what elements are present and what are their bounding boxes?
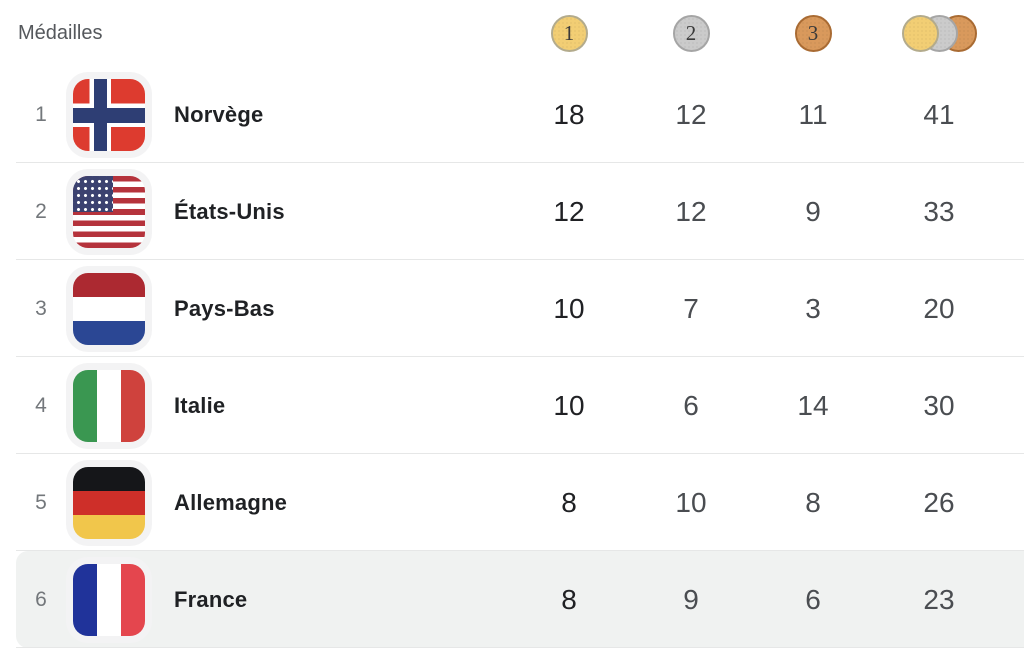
flag-container (66, 168, 152, 255)
bronze-count: 11 (798, 98, 828, 130)
country-name: États-Unis (174, 198, 285, 224)
country-name: Norvège (174, 101, 264, 127)
flag-container (66, 556, 152, 643)
bronze-count: 14 (797, 389, 829, 421)
table-row-france[interactable]: 6 France 8 9 6 23 (16, 551, 1024, 648)
bronze-count: 3 (805, 292, 821, 324)
flag-container (66, 265, 152, 352)
silver-medal-icon: 2 (672, 14, 710, 52)
bronze-count: 8 (805, 486, 821, 518)
rank-label: 3 (35, 296, 47, 320)
country-name: France (174, 586, 248, 612)
italy-flag-icon (73, 369, 145, 442)
silver-count: 12 (675, 195, 707, 227)
rank-label: 1 (35, 102, 47, 126)
gold-count: 8 (561, 486, 577, 518)
total-count: 33 (923, 195, 955, 227)
gold-count: 12 (553, 195, 585, 227)
usa-flag-icon (73, 175, 145, 248)
rank-label: 4 (35, 393, 47, 417)
rank-label: 2 (35, 199, 47, 223)
silver-count: 7 (683, 292, 699, 324)
table-header: Médailles 1 2 3 (16, 0, 1024, 66)
bronze-count: 6 (805, 583, 821, 615)
gold-count: 18 (553, 98, 585, 130)
total-count: 30 (923, 389, 955, 421)
country-name: Italie (174, 392, 226, 418)
bronze-count: 9 (805, 195, 821, 227)
bronze-column-header: 3 (752, 14, 874, 52)
gold-count: 8 (561, 583, 577, 615)
rank-label: 6 (35, 587, 47, 611)
table-row-netherlands[interactable]: 3 Pays-Bas 10 7 3 20 (16, 260, 1024, 357)
gold-count: 10 (553, 389, 585, 421)
silver-count: 12 (675, 98, 707, 130)
bronze-medal-icon: 3 (794, 14, 832, 52)
gold-count: 10 (553, 292, 585, 324)
silver-count: 9 (683, 583, 699, 615)
table-row-usa[interactable]: 2 États-Unis 12 12 9 33 (16, 163, 1024, 260)
gold-medal-icon: 1 (550, 14, 588, 52)
country-name: Pays-Bas (174, 295, 275, 321)
france-flag-icon (73, 563, 145, 636)
silver-column-header: 2 (630, 14, 752, 52)
table-title: Médailles (18, 21, 103, 44)
total-count: 26 (923, 486, 955, 518)
flag-container (66, 362, 152, 449)
table-row-germany[interactable]: 5 Allemagne 8 10 8 26 (16, 454, 1024, 551)
total-count: 20 (923, 292, 955, 324)
total-count: 23 (923, 583, 955, 615)
norway-flag-icon (73, 78, 145, 151)
rank-label: 5 (35, 490, 47, 514)
silver-count: 10 (675, 486, 707, 518)
gold-medal-icon (901, 14, 939, 52)
total-column-header (874, 14, 1004, 52)
table-row-italy[interactable]: 4 Italie 10 6 14 30 (16, 357, 1024, 454)
table-row-norway[interactable]: 1 Norvège 18 12 11 41 (16, 66, 1024, 163)
flag-container (66, 71, 152, 158)
total-medals-icon (901, 14, 977, 52)
country-name: Allemagne (174, 489, 288, 515)
total-count: 41 (923, 98, 955, 130)
gold-column-header: 1 (508, 14, 630, 52)
flag-container (66, 459, 152, 546)
germany-flag-icon (73, 466, 145, 539)
netherlands-flag-icon (73, 272, 145, 345)
silver-count: 6 (683, 389, 699, 421)
